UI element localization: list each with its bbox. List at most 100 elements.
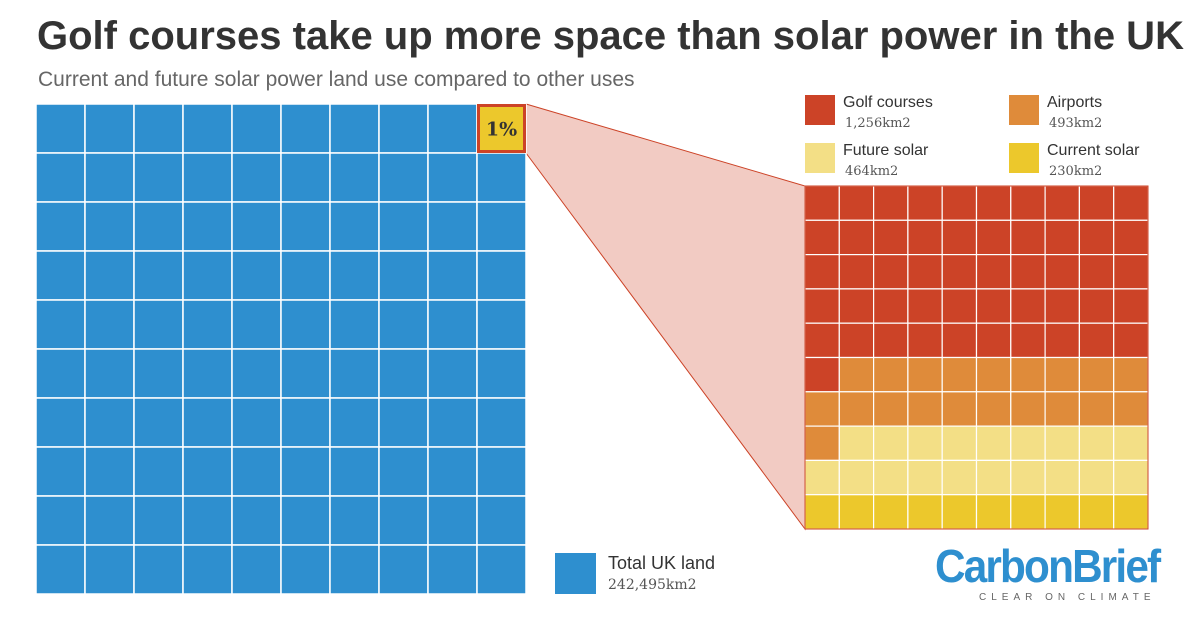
waffle-cell-future-solar <box>838 425 875 462</box>
legend-value-current-solar: 230km2 <box>1049 164 1103 179</box>
waffle-cell-uk-land <box>280 250 331 301</box>
logo-wordmark: CarbonBrief <box>935 540 1161 592</box>
legend-value-airports: 493km2 <box>1049 116 1103 131</box>
waffle-cell-uk-land <box>280 152 331 203</box>
waffle-cell-airports <box>907 356 943 393</box>
waffle-cell-airports <box>1010 356 1046 393</box>
legend-label-future-solar: Future solar <box>843 142 929 159</box>
waffle-cell-uk-land <box>280 348 331 399</box>
waffle-cell-uk-land <box>329 348 380 399</box>
waffle-cell-golf-courses <box>838 185 875 221</box>
waffle-cell-current-solar <box>907 494 943 530</box>
waffle-cell-uk-land <box>133 201 184 252</box>
waffle-cell-uk-land <box>182 446 233 497</box>
waffle-cell-uk-land <box>378 152 429 203</box>
waffle-cell-future-solar <box>941 459 978 496</box>
waffle-cell-current-solar <box>872 494 909 530</box>
waffle-cell-uk-land <box>378 299 429 350</box>
waffle-cell-uk-land <box>231 201 282 252</box>
carbon-brief-logo: CarbonBrief CLEAR ON CLIMATE <box>935 540 1161 603</box>
waffle-cell-uk-land <box>231 397 282 448</box>
waffle-cell-golf-courses <box>1044 322 1080 359</box>
waffle-cell-golf-courses <box>1010 219 1046 256</box>
legend-value-future-solar: 464km2 <box>845 164 899 179</box>
waffle-cell-current-solar <box>1078 494 1115 530</box>
waffle-cell-uk-land <box>133 250 184 301</box>
waffle-cell-future-solar <box>1010 425 1046 462</box>
waffle-cell-uk-land <box>84 299 135 350</box>
waffle-cell-golf-courses <box>1113 288 1149 324</box>
waffle-cell-future-solar <box>907 459 943 496</box>
waffle-cell-uk-land <box>427 397 478 448</box>
waffle-cell-uk-land <box>84 201 135 252</box>
waffle-cell-uk-land <box>35 397 86 448</box>
waffle-cell-current-solar <box>1044 494 1080 530</box>
waffle-cell-uk-land <box>84 348 135 399</box>
waffle-cell-uk-land <box>329 495 380 546</box>
waffle-cell-uk-land <box>182 201 233 252</box>
waffle-cell-uk-land <box>378 250 429 301</box>
legend-value-total-uk-land: 242,495km2 <box>608 577 697 593</box>
waffle-cell-uk-land <box>231 348 282 399</box>
waffle-cell-airports <box>872 391 909 427</box>
waffle-cell-future-solar <box>941 425 978 462</box>
legend-swatch-golf-courses <box>805 95 835 125</box>
waffle-cell-uk-land <box>427 201 478 252</box>
waffle-cell-uk-land <box>133 152 184 203</box>
waffle-cell-golf-courses <box>872 322 909 359</box>
waffle-cell-uk-land <box>280 397 331 448</box>
waffle-cell-uk-land <box>378 348 429 399</box>
waffle-cell-uk-land <box>84 103 135 154</box>
waffle-cell-uk-land <box>231 544 282 595</box>
waffle-cell-uk-land <box>427 495 478 546</box>
waffle-cell-uk-land <box>476 446 527 497</box>
waffle-cell-golf-courses <box>1010 288 1046 324</box>
waffle-cell-golf-courses <box>872 288 909 324</box>
waffle-cell-uk-land <box>182 348 233 399</box>
waffle-cell-airports <box>941 356 978 393</box>
legend-label-airports: Airports <box>1047 94 1103 111</box>
waffle-cell-golf-courses <box>1078 219 1115 256</box>
waffle-cell-golf-courses <box>1044 288 1080 324</box>
legend-swatch-total-uk-land <box>555 553 596 594</box>
waffle-cell-golf-courses <box>1078 322 1115 359</box>
waffle-cell-golf-courses <box>1078 288 1115 324</box>
waffle-cell-airports <box>804 425 840 462</box>
waffle-cell-golf-courses <box>941 254 978 290</box>
waffle-cell-airports <box>907 391 943 427</box>
waffle-cell-golf-courses <box>941 185 978 221</box>
waffle-cell-uk-land <box>476 495 527 546</box>
waffle-cell-future-solar <box>1113 459 1149 496</box>
waffle-cell-airports <box>941 391 978 427</box>
waffle-cell-uk-land <box>35 299 86 350</box>
waffle-cell-golf-courses <box>804 288 840 324</box>
waffle-cell-uk-land <box>280 201 331 252</box>
waffle-cell-uk-land <box>84 446 135 497</box>
waffle-cell-golf-courses <box>975 322 1012 359</box>
waffle-cell-airports <box>1113 356 1149 393</box>
waffle-cell-golf-courses <box>1044 185 1080 221</box>
waffle-cell-uk-land <box>378 446 429 497</box>
waffle-cell-uk-land <box>280 446 331 497</box>
waffle-cell-golf-courses <box>941 288 978 324</box>
waffle-cell-golf-courses <box>1044 219 1080 256</box>
waffle-cell-golf-courses <box>941 219 978 256</box>
chart-subtitle: Current and future solar power land use … <box>38 68 635 91</box>
waffle-cell-golf-courses <box>975 288 1012 324</box>
waffle-cell-airports <box>1078 391 1115 427</box>
waffle-cell-golf-courses <box>804 322 840 359</box>
waffle-cell-uk-land <box>231 299 282 350</box>
waffle-cell-golf-courses <box>838 322 875 359</box>
waffle-cell-airports <box>804 391 840 427</box>
waffle-cell-golf-courses <box>1010 254 1046 290</box>
waffle-cell-uk-land <box>35 103 86 154</box>
waffle-cell-golf-courses <box>1113 185 1149 221</box>
waffle-cell-golf-courses <box>975 254 1012 290</box>
waffle-cell-uk-land <box>231 250 282 301</box>
waffle-cell-uk-land <box>133 299 184 350</box>
waffle-cell-golf-courses <box>975 219 1012 256</box>
waffle-cell-future-solar <box>1044 425 1080 462</box>
waffle-cell-golf-courses <box>907 185 943 221</box>
waffle-cell-airports <box>975 391 1012 427</box>
